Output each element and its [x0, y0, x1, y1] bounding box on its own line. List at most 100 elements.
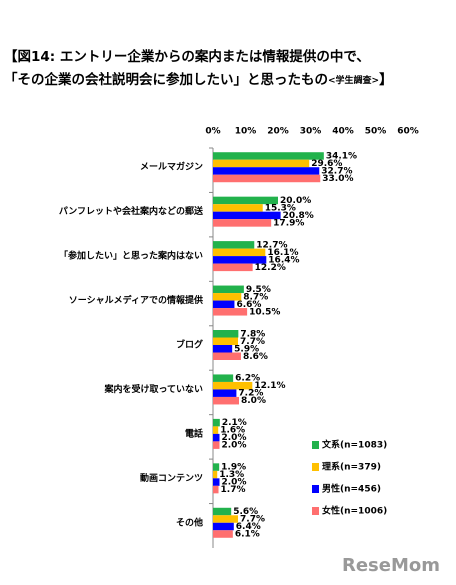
value-label: 16.1% — [267, 248, 298, 258]
bar — [213, 426, 219, 434]
value-label: 1.7% — [221, 485, 246, 495]
bar — [213, 263, 253, 272]
y-tick-label: その他 — [176, 516, 203, 528]
value-label: 2.0% — [222, 433, 247, 443]
bar — [213, 241, 255, 249]
bar — [213, 219, 272, 227]
bar — [213, 515, 239, 523]
legend-swatch — [312, 463, 319, 471]
value-label: 34.1% — [326, 151, 357, 161]
y-tick-label: ソーシャルメディアでの情報提供 — [69, 294, 203, 306]
value-label: 7.2% — [238, 389, 263, 399]
x-tick-label: 50% — [365, 127, 387, 137]
bar — [213, 285, 244, 294]
y-tick-label: メールマガジン — [140, 161, 203, 173]
value-label: 7.8% — [240, 329, 265, 339]
x-tick-label: 40% — [332, 127, 354, 137]
value-label: 5.6% — [233, 507, 258, 517]
bar — [213, 293, 242, 301]
y-tick-label: 「参加したい」と思った案内はない — [59, 250, 203, 262]
legend-swatch — [312, 485, 319, 493]
bar — [213, 381, 253, 390]
value-label: 12.2% — [255, 263, 286, 273]
chart-title: 「その企業の会社説明会に参加したい」と思ったもの<学生調査>】 — [4, 71, 393, 88]
y-tick-label: 案内を受け取っていない — [103, 383, 203, 395]
value-label: 2.1% — [222, 418, 247, 428]
bar — [213, 174, 321, 183]
value-label: 8.0% — [241, 396, 266, 406]
bar — [213, 396, 239, 405]
y-tick-label: 電話 — [185, 427, 203, 439]
value-label: 6.6% — [236, 300, 261, 310]
bar — [213, 204, 263, 212]
value-label: 20.0% — [280, 196, 311, 206]
value-label: 6.2% — [235, 374, 260, 384]
bar — [213, 463, 220, 471]
bar — [213, 389, 237, 397]
bar — [213, 196, 278, 205]
value-label: 1.6% — [220, 426, 245, 436]
bar — [213, 478, 220, 486]
bar — [213, 441, 220, 449]
bar — [213, 248, 266, 257]
x-tick-label: 60% — [397, 127, 419, 137]
bar — [213, 211, 281, 220]
bar — [213, 433, 220, 442]
value-label: 5.9% — [234, 344, 259, 354]
value-label: 6.4% — [236, 522, 261, 532]
value-label: 2.0% — [222, 441, 247, 451]
bar — [213, 256, 267, 264]
value-label: 32.7% — [321, 166, 352, 176]
bar — [213, 374, 234, 382]
value-label: 29.6% — [311, 159, 342, 169]
x-tick-label: 0% — [205, 127, 220, 137]
legend-label: 理系(n=379) — [322, 461, 381, 473]
bar — [213, 345, 233, 353]
value-label: 1.9% — [221, 463, 246, 473]
legend-swatch — [312, 507, 319, 515]
value-label: 1.3% — [219, 470, 244, 480]
value-label: 15.3% — [265, 203, 296, 213]
bar — [213, 485, 219, 494]
legend-swatch — [312, 441, 319, 449]
x-tick-label: 30% — [300, 127, 322, 137]
value-label: 20.8% — [283, 211, 314, 221]
value-label: 6.1% — [235, 530, 260, 540]
bar — [213, 167, 320, 175]
bar — [213, 470, 218, 479]
bar — [213, 352, 241, 360]
y-tick-label: パンフレットや会社案内などの郵送 — [59, 205, 204, 217]
value-label: 12.1% — [254, 381, 285, 391]
value-label: 7.7% — [240, 337, 265, 347]
value-label: 9.5% — [246, 285, 271, 295]
legend-label: 文系(n=1083) — [321, 439, 387, 451]
value-label: 16.4% — [268, 255, 299, 265]
value-label: 7.7% — [240, 515, 265, 525]
x-tick-label: 20% — [267, 127, 289, 137]
value-label: 8.7% — [243, 292, 268, 302]
bar — [213, 300, 235, 309]
value-label: 33.0% — [322, 174, 353, 184]
bar — [213, 159, 310, 168]
value-label: 12.7% — [256, 240, 287, 250]
value-label: 2.0% — [222, 478, 247, 488]
bar — [213, 152, 324, 160]
bar — [213, 530, 233, 538]
value-label: 8.6% — [243, 352, 268, 362]
value-label: 10.5% — [249, 307, 280, 317]
bar — [213, 308, 248, 316]
watermark: ReseMom — [342, 555, 440, 576]
bar — [213, 330, 239, 338]
chart-title: 【図14: エントリー企業からの案内または情報提供の中で、 — [4, 48, 370, 65]
y-tick-label: 動画コンテンツ — [140, 472, 203, 484]
legend-label: 女性(n=1006) — [322, 505, 387, 517]
value-label: 17.9% — [273, 218, 304, 228]
x-tick-label: 10% — [235, 127, 257, 137]
bar — [213, 418, 220, 427]
legend-label: 男性(n=456) — [322, 483, 381, 495]
bar — [213, 522, 234, 531]
bar — [213, 337, 239, 345]
bar — [213, 507, 232, 516]
y-tick-label: ブログ — [176, 339, 203, 351]
